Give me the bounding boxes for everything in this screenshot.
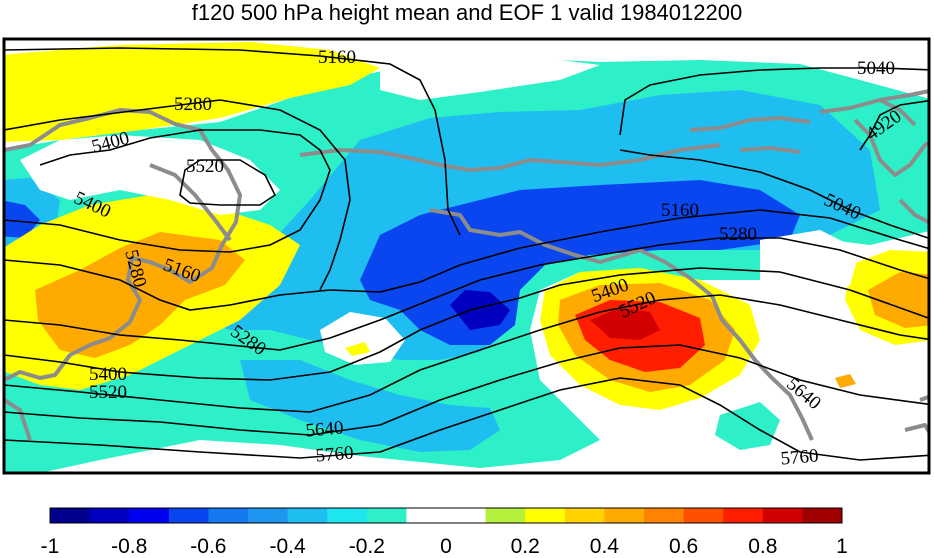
contour-5640 bbox=[4, 344, 929, 436]
anomaly-region-west-navy bbox=[4, 200, 40, 238]
contour-5160-north bbox=[4, 47, 461, 236]
colorbar-tick-label: -1 bbox=[41, 535, 60, 558]
colorbar-swatch bbox=[723, 508, 764, 523]
coastline-arctic-north bbox=[299, 143, 721, 172]
height-contour-layer bbox=[4, 47, 929, 461]
contour-label: 5760 bbox=[780, 445, 820, 469]
contour-5400-middle bbox=[4, 267, 929, 381]
coastline-alaska bbox=[429, 208, 814, 441]
contour-5760 bbox=[4, 377, 929, 461]
contour-4920 bbox=[859, 99, 929, 151]
contour-5040 bbox=[619, 67, 929, 240]
colorbar-tick-label: 0.6 bbox=[669, 535, 698, 558]
colorbar-tick-label: 1 bbox=[836, 535, 848, 558]
colorbar-swatch bbox=[406, 508, 447, 523]
contour-label: 5280 bbox=[719, 224, 757, 245]
colorbar-swatch bbox=[129, 508, 170, 523]
colorbar-tick-label: 0.8 bbox=[748, 535, 777, 558]
neutral-region-white-4 bbox=[760, 230, 860, 300]
contour-5400-north bbox=[4, 129, 331, 253]
anomaly-region-orange-east bbox=[868, 272, 929, 328]
colorbar-swatch bbox=[683, 508, 724, 523]
colorbar-tick-label: 0.2 bbox=[511, 535, 540, 558]
coastline-southeast bbox=[904, 394, 929, 436]
anomaly-region-orange-west bbox=[35, 232, 245, 358]
colorbar-tick-label: -0.4 bbox=[270, 535, 307, 558]
neutral-region-white-2 bbox=[320, 312, 405, 365]
colorbar-swatch bbox=[327, 508, 368, 523]
colorbar-swatch bbox=[168, 508, 209, 523]
contour-5520-ring bbox=[179, 159, 277, 206]
colorbar: -1 -0.8 -0.6 -0.4 -0.2 0 0.2 0.4 0.6 0.8 1 bbox=[41, 507, 848, 558]
colorbar-tick-label: 0 bbox=[440, 535, 452, 558]
anomaly-region-navy bbox=[450, 290, 510, 330]
colorbar-swatch bbox=[644, 508, 685, 523]
colorbar-swatch bbox=[89, 508, 130, 523]
contour-label: 5760 bbox=[315, 442, 355, 466]
contour-label: 5160 bbox=[661, 200, 699, 221]
anomaly-region-light-blue-south bbox=[715, 402, 780, 450]
colorbar-tick-label: 0.4 bbox=[590, 535, 620, 558]
colorbar-swatch bbox=[485, 508, 526, 523]
colorbar-tick-label: -0.8 bbox=[111, 535, 147, 558]
contour-label: 5040 bbox=[857, 58, 895, 79]
anomaly-region-orange-small bbox=[835, 374, 856, 388]
colorbar-swatch bbox=[525, 508, 566, 523]
colorbar-swatch bbox=[762, 508, 803, 523]
contour-label: 5640 bbox=[305, 417, 345, 441]
contour-5280-middle bbox=[4, 237, 929, 351]
contour-label: 5400 bbox=[89, 364, 127, 385]
colorbar-swatch bbox=[287, 508, 328, 523]
colorbar-swatch bbox=[564, 508, 605, 523]
colorbar-swatch bbox=[446, 508, 487, 523]
contour-5280-north bbox=[4, 99, 351, 291]
colorbar-swatches bbox=[50, 508, 843, 523]
anomaly-region-sky-blue bbox=[240, 360, 500, 452]
map-frame bbox=[2, 37, 931, 475]
contour-label: 5280 bbox=[174, 94, 212, 115]
colorbar-swatch bbox=[208, 508, 249, 523]
colorbar-tick-label: -0.2 bbox=[349, 535, 385, 558]
anomaly-region-yellow-dot bbox=[345, 342, 370, 356]
coastline-southwest bbox=[4, 398, 32, 441]
colorbar-swatch bbox=[802, 508, 843, 523]
colorbar-swatch bbox=[248, 508, 289, 523]
anomaly-region-dark-red bbox=[590, 308, 660, 340]
contour-label: 5160 bbox=[318, 47, 356, 68]
coastline-kamchatka bbox=[149, 163, 232, 242]
colorbar-outline bbox=[49, 507, 843, 524]
contour-label: 5520 bbox=[186, 156, 224, 177]
chart-title: f120 500 hPa height mean and EOF 1 valid… bbox=[191, 0, 743, 25]
contour-5160-middle bbox=[4, 209, 929, 311]
colorbar-swatch bbox=[366, 508, 407, 523]
colorbar-swatch bbox=[604, 508, 645, 523]
neutral-region-white-3 bbox=[380, 50, 600, 100]
colorbar-tick-label: -0.6 bbox=[190, 535, 226, 558]
coastline-layer bbox=[4, 88, 929, 441]
contour-label: 5520 bbox=[89, 382, 127, 403]
colorbar-swatch bbox=[50, 508, 91, 523]
colorbar-tick-labels: -1 -0.8 -0.6 -0.4 -0.2 0 0.2 0.4 0.6 0.8 1 bbox=[41, 535, 848, 558]
contour-5520-middle bbox=[4, 294, 929, 413]
